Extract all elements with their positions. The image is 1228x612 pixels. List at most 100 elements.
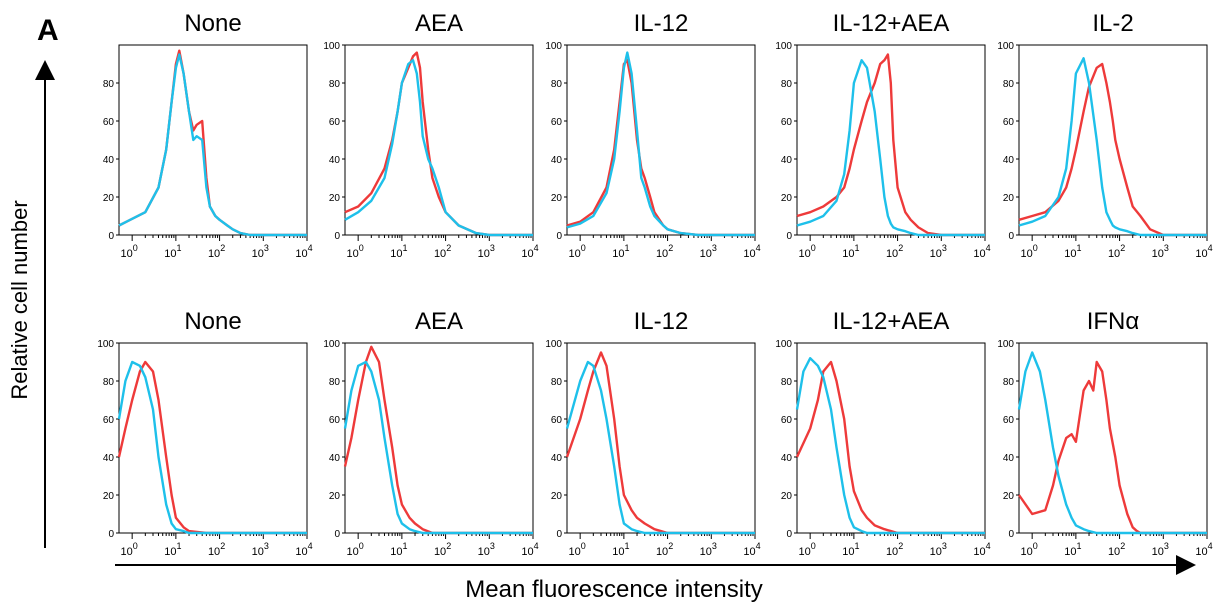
- x-tick-label: 104: [743, 243, 760, 260]
- panel-title: IL-12: [634, 10, 689, 37]
- series-line-blue: [343, 360, 533, 535]
- y-tick-label: 60: [103, 415, 115, 426]
- chart-panel-8: IL-12+AEA 0 20 40 60 80 100 100 101 102 103 104: [775, 308, 990, 558]
- x-tick-label: 101: [164, 541, 181, 558]
- y-tick-label: 80: [1003, 79, 1015, 90]
- x-tick-label: 102: [208, 243, 225, 260]
- x-tick-label: 102: [886, 243, 903, 260]
- x-tick-label: 100: [347, 541, 364, 558]
- y-tick-label: 40: [1003, 155, 1015, 166]
- y-tick-label: 20: [551, 491, 563, 502]
- y-tick-label: 40: [103, 453, 115, 464]
- x-tick-label: 101: [612, 243, 629, 260]
- panel-label: A: [37, 14, 59, 47]
- y-tick-label: 40: [781, 453, 793, 464]
- series-line-blue: [1017, 351, 1207, 535]
- series-line-red: [796, 53, 985, 237]
- series-line-red: [343, 345, 533, 535]
- x-tick-label: 104: [973, 243, 990, 260]
- y-tick-label: 60: [551, 415, 563, 426]
- plot-frame: [118, 342, 308, 534]
- series-line-red: [1018, 360, 1207, 535]
- y-tick-label: 0: [108, 529, 114, 540]
- x-tick-label: 103: [930, 541, 947, 558]
- y-tick-label: 40: [329, 453, 341, 464]
- x-tick-label: 102: [434, 243, 451, 260]
- series-line-blue: [795, 357, 985, 535]
- x-tick-label: 100: [1021, 243, 1038, 260]
- x-tick-label: 104: [743, 541, 760, 558]
- y-tick-label: 80: [781, 377, 793, 388]
- series-line-red: [344, 51, 533, 237]
- y-tick-label: 80: [1003, 377, 1015, 388]
- series-line-red: [565, 351, 755, 535]
- x-tick-label: 103: [252, 541, 269, 558]
- series-line-blue: [796, 59, 985, 237]
- x-tick-label: 102: [208, 541, 225, 558]
- plot-frame: [344, 44, 534, 236]
- y-tick-label: 100: [775, 41, 792, 52]
- y-tick-label: 60: [329, 415, 341, 426]
- y-tick-label: 20: [781, 193, 793, 204]
- y-tick-label: 100: [97, 339, 114, 350]
- y-tick-label: 40: [551, 453, 563, 464]
- y-tick-label: 100: [997, 41, 1014, 52]
- x-tick-label: 103: [1152, 541, 1169, 558]
- x-tick-label: 101: [1064, 243, 1081, 260]
- x-tick-label: 101: [842, 541, 859, 558]
- x-tick-label: 101: [1064, 541, 1081, 558]
- x-tick-label: 101: [164, 243, 181, 260]
- series-line-blue: [565, 360, 755, 535]
- x-tick-label: 104: [1195, 243, 1212, 260]
- x-tick-label: 102: [656, 541, 673, 558]
- y-tick-label: 0: [334, 231, 340, 242]
- x-tick-label: 104: [521, 541, 538, 558]
- x-tick-label: 101: [390, 541, 407, 558]
- x-tick-label: 100: [569, 243, 586, 260]
- y-tick-label: 80: [781, 79, 793, 90]
- panel-title: AEA: [415, 308, 463, 335]
- x-tick-label: 102: [886, 541, 903, 558]
- chart-panel-9: IFNα 0 20 40 60 80 100 100 101 102 103 104: [997, 308, 1212, 558]
- x-tick-label: 100: [799, 243, 816, 260]
- x-tick-label: 103: [478, 243, 495, 260]
- x-tick-label: 104: [295, 541, 312, 558]
- y-tick-label: 0: [334, 529, 340, 540]
- series-line-blue: [118, 53, 307, 237]
- y-tick-label: 100: [323, 339, 340, 350]
- y-tick-label: 40: [329, 155, 341, 166]
- x-tick-label: 102: [656, 243, 673, 260]
- x-tick-label: 100: [121, 243, 138, 260]
- y-tick-label: 60: [551, 117, 563, 128]
- plot-frame: [796, 342, 986, 534]
- x-tick-label: 103: [1152, 243, 1169, 260]
- plot-frame: [1018, 44, 1208, 236]
- y-tick-label: 60: [1003, 117, 1015, 128]
- panel-title: IL-2: [1092, 10, 1133, 37]
- series-line-blue: [344, 59, 533, 237]
- y-tick-label: 0: [108, 231, 114, 242]
- series-line-red: [795, 360, 985, 535]
- series-line-blue: [117, 360, 307, 535]
- y-tick-label: 0: [786, 231, 792, 242]
- x-tick-label: 104: [521, 243, 538, 260]
- y-tick-label: 0: [1008, 529, 1014, 540]
- chart-panel-4: IL-2 0 20 40 60 80 100 100 101 102 103 104: [997, 10, 1212, 260]
- chart-panel-6: AEA 0 20 40 60 80 100 100 101 102 103 104: [323, 308, 538, 558]
- y-tick-label: 0: [556, 231, 562, 242]
- y-tick-label: 20: [551, 193, 563, 204]
- x-tick-label: 103: [700, 541, 717, 558]
- y-tick-label: 100: [545, 339, 562, 350]
- chart-panel-5: None 0 20 40 60 80 100 100 101 102 103 104: [97, 308, 312, 558]
- y-tick-label: 80: [551, 79, 563, 90]
- y-tick-label: 80: [103, 377, 115, 388]
- panel-title: None: [184, 308, 241, 335]
- x-tick-label: 100: [347, 243, 364, 260]
- chart-panel-2: IL-12 0 20 40 60 80 100 100 101 102 103 104: [545, 10, 760, 260]
- y-tick-label: 20: [1003, 193, 1015, 204]
- x-tick-label: 103: [930, 243, 947, 260]
- x-tick-label: 101: [612, 541, 629, 558]
- y-tick-label: 60: [781, 415, 793, 426]
- x-tick-label: 104: [295, 243, 312, 260]
- panel-title: IL-12: [634, 308, 689, 335]
